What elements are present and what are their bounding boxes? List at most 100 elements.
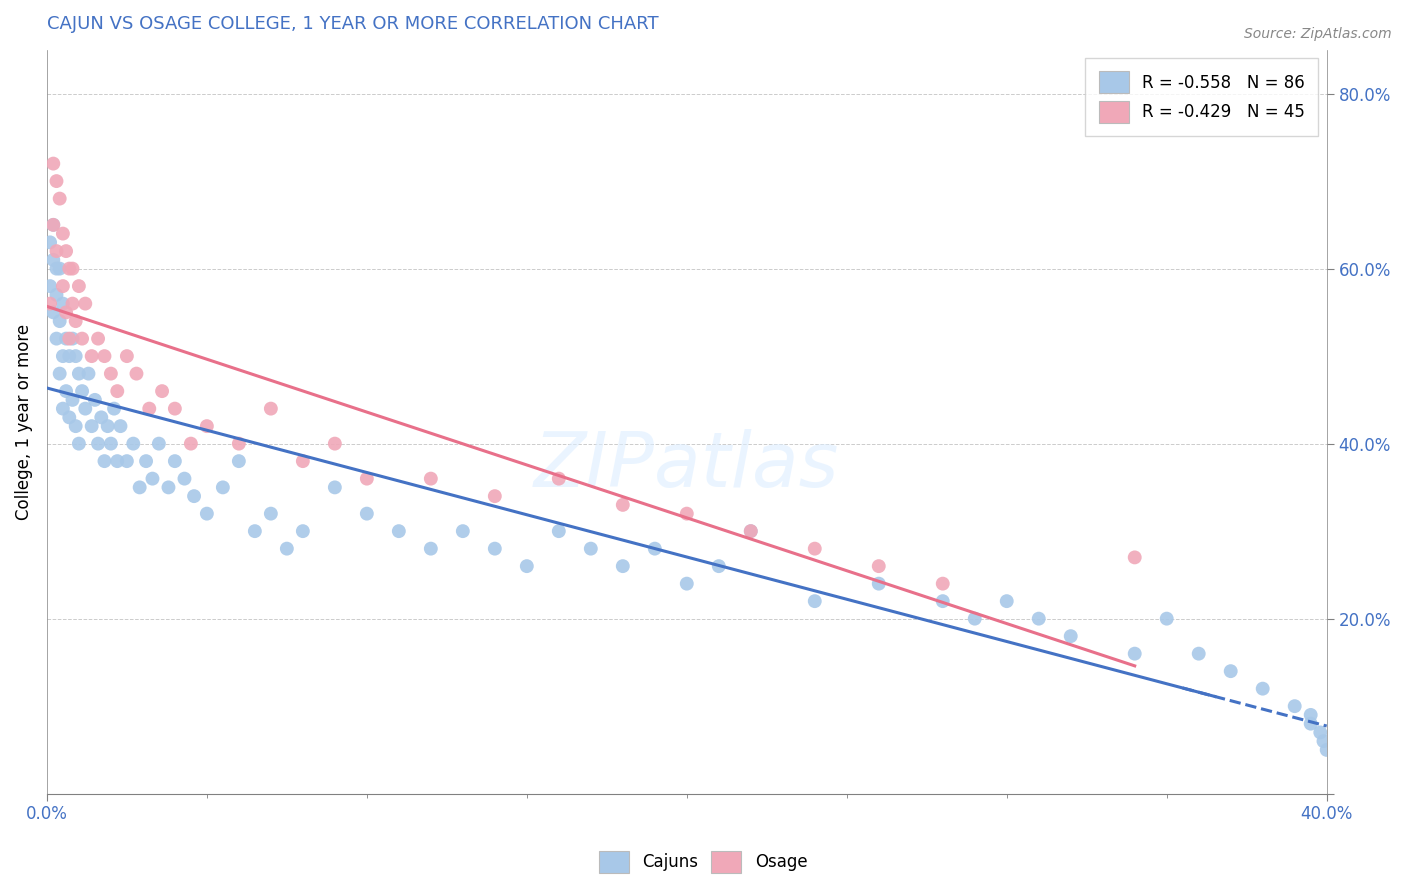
Point — [212, 480, 235, 494]
Point — [52, 401, 75, 416]
Point — [62, 261, 84, 276]
Point — [740, 524, 762, 538]
Point — [52, 296, 75, 310]
Point — [122, 436, 145, 450]
Point — [55, 384, 77, 398]
Point — [484, 489, 506, 503]
Point — [141, 472, 163, 486]
Point — [45, 332, 67, 346]
Point — [58, 332, 80, 346]
Point — [135, 454, 157, 468]
Point — [58, 410, 80, 425]
Point — [39, 279, 62, 293]
Point — [1312, 734, 1334, 748]
Point — [612, 498, 634, 512]
Legend: R = -0.558   N = 86, R = -0.429   N = 45: R = -0.558 N = 86, R = -0.429 N = 45 — [1085, 58, 1319, 136]
Point — [228, 436, 250, 450]
Point — [1156, 612, 1178, 626]
Point — [87, 332, 110, 346]
Point — [1123, 550, 1146, 565]
Point — [90, 410, 112, 425]
Point — [644, 541, 666, 556]
Point — [62, 296, 84, 310]
Point — [42, 305, 65, 319]
Point — [291, 454, 314, 468]
Point — [419, 541, 441, 556]
Point — [42, 252, 65, 267]
Point — [128, 480, 150, 494]
Point — [1316, 743, 1339, 757]
Point — [62, 332, 84, 346]
Point — [42, 218, 65, 232]
Point — [451, 524, 474, 538]
Point — [52, 279, 75, 293]
Point — [195, 419, 218, 434]
Point — [1028, 612, 1050, 626]
Point — [803, 594, 825, 608]
Point — [39, 235, 62, 250]
Point — [48, 314, 70, 328]
Point — [163, 401, 186, 416]
Point — [55, 305, 77, 319]
Point — [148, 436, 170, 450]
Point — [1219, 664, 1241, 678]
Text: Source: ZipAtlas.com: Source: ZipAtlas.com — [1244, 27, 1392, 41]
Point — [356, 472, 378, 486]
Point — [516, 559, 538, 574]
Point — [125, 367, 148, 381]
Point — [1309, 725, 1331, 739]
Point — [195, 507, 218, 521]
Point — [65, 349, 87, 363]
Point — [52, 227, 75, 241]
Point — [1299, 707, 1322, 722]
Point — [65, 419, 87, 434]
Point — [484, 541, 506, 556]
Point — [100, 436, 122, 450]
Point — [93, 349, 115, 363]
Point — [83, 392, 105, 407]
Point — [740, 524, 762, 538]
Point — [323, 480, 346, 494]
Legend: Cajuns, Osage: Cajuns, Osage — [592, 845, 814, 880]
Point — [157, 480, 180, 494]
Point — [675, 507, 697, 521]
Point — [48, 367, 70, 381]
Point — [75, 401, 97, 416]
Point — [180, 436, 202, 450]
Point — [276, 541, 298, 556]
Point — [65, 314, 87, 328]
Point — [868, 576, 890, 591]
Point — [356, 507, 378, 521]
Point — [52, 349, 75, 363]
Point — [138, 401, 160, 416]
Point — [100, 367, 122, 381]
Point — [58, 261, 80, 276]
Point — [115, 454, 138, 468]
Point — [260, 507, 283, 521]
Point — [70, 332, 93, 346]
Point — [62, 392, 84, 407]
Point — [45, 288, 67, 302]
Point — [115, 349, 138, 363]
Point — [75, 296, 97, 310]
Point — [42, 218, 65, 232]
Point — [260, 401, 283, 416]
Point — [67, 279, 90, 293]
Point — [150, 384, 173, 398]
Point — [388, 524, 411, 538]
Point — [547, 472, 569, 486]
Point — [93, 454, 115, 468]
Point — [70, 384, 93, 398]
Point — [45, 174, 67, 188]
Point — [45, 244, 67, 259]
Point — [1251, 681, 1274, 696]
Point — [243, 524, 266, 538]
Point — [547, 524, 569, 538]
Point — [1188, 647, 1211, 661]
Point — [1123, 647, 1146, 661]
Point — [80, 349, 103, 363]
Point — [42, 156, 65, 170]
Point — [48, 261, 70, 276]
Point — [579, 541, 602, 556]
Point — [77, 367, 100, 381]
